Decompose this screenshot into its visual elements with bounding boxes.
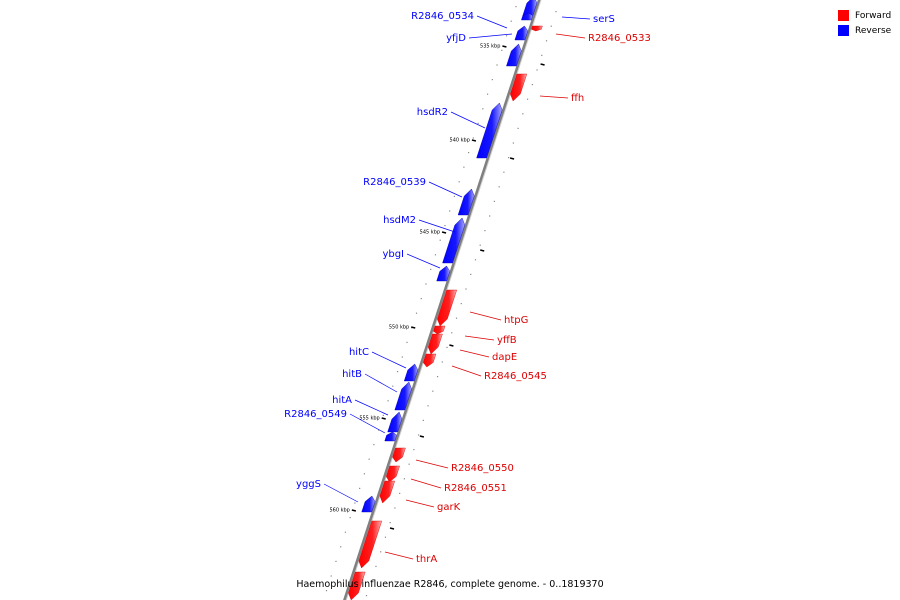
svg-text:ybgI: ybgI — [382, 249, 404, 260]
svg-text:R2846_0545: R2846_0545 — [484, 371, 547, 382]
gene-label-hitA: hitA — [332, 395, 389, 416]
gene-label-hsdR2: hsdR2 — [417, 107, 486, 129]
gene-arrow-yggS — [361, 495, 376, 513]
gene-arrow-htpG — [437, 289, 458, 327]
svg-text:hitC: hitC — [349, 347, 369, 358]
gene-arrow-thrA-part — [348, 571, 366, 600]
svg-text:serS: serS — [593, 14, 615, 25]
scale-tick-label: 545 kbp — [420, 230, 440, 236]
scale-tick-label: 555 kbp — [359, 416, 379, 422]
gene-label-R2846_0545: R2846_0545 — [451, 365, 547, 382]
svg-text:hitB: hitB — [342, 369, 362, 380]
gene-arrow-R2846_0549 — [384, 431, 397, 442]
gene-label-R2846_0533: R2846_0533 — [555, 33, 651, 44]
svg-text:garK: garK — [437, 502, 461, 513]
gene-label-ybgI: ybgI — [382, 249, 441, 269]
gene-arrow-R2846_0533 — [531, 25, 543, 32]
scale-tick-label: 560 kbp — [329, 508, 349, 514]
gene-arrow-R2846_0539 — [457, 188, 475, 216]
gene-arrow-ffh — [510, 73, 528, 102]
legend-reverse: Reverse — [838, 23, 891, 38]
gene-label-dapE: dapE — [459, 349, 517, 363]
scale-ticks: 535 kbp 540 kbp 545 kbp 550 kbp 555 kbp 560 k… — [329, 44, 545, 530]
gene-arrow-ybgI — [436, 265, 451, 282]
minor-tick-dots — [325, 6, 557, 597]
reverse-label: Reverse — [855, 25, 892, 36]
svg-text:R2846_0533: R2846_0533 — [588, 33, 651, 44]
gene-arrow-R2846_0550 — [392, 447, 406, 463]
svg-text:yffB: yffB — [497, 335, 517, 346]
svg-text:R2846_0534: R2846_0534 — [411, 11, 474, 22]
svg-text:thrA: thrA — [416, 554, 437, 565]
gene-label-hitB: hitB — [342, 369, 398, 393]
genes: R2846_0534 serS R2846_0533 yfjD ffh hsdR2 R284… — [284, 0, 651, 600]
gene-label-thrA: thrA — [384, 551, 437, 565]
gene-label-garK: garK — [405, 499, 461, 513]
map-caption: Haemophilus influenzae R2846, complete g… — [296, 579, 604, 590]
svg-text:htpG: htpG — [504, 315, 528, 326]
legend-forward: Forward — [838, 8, 891, 23]
scale-tick-label: 535 kbp — [480, 44, 500, 50]
forward-swatch — [838, 10, 849, 21]
gene-arrow-dapE — [428, 333, 443, 355]
gene-arrow-R2846_0551 — [386, 465, 400, 483]
gene-arrow-thrA — [358, 520, 383, 569]
gene-label-htpG: htpG — [469, 311, 528, 326]
scale-tick-label: 540 kbp — [450, 138, 470, 144]
gene-label-ffh: ffh — [539, 93, 584, 104]
svg-text:yggS: yggS — [296, 479, 321, 490]
svg-text:R2846_0539: R2846_0539 — [363, 177, 426, 188]
svg-text:R2846_0549: R2846_0549 — [284, 409, 347, 420]
reverse-swatch — [838, 25, 849, 36]
gene-label-R2846_0539: R2846_0539 — [363, 177, 463, 198]
gene-arrow-serS — [521, 12, 534, 21]
svg-text:ffh: ffh — [571, 93, 584, 104]
svg-text:R2846_0550: R2846_0550 — [451, 463, 514, 474]
gene-label-R2846_0534: R2846_0534 — [411, 11, 508, 29]
gene-label-R2846_0549: R2846_0549 — [284, 409, 386, 434]
gene-label-R2846_0550: R2846_0550 — [415, 459, 514, 474]
gene-label-hitC: hitC — [349, 347, 407, 369]
scale-tick-label: 550 kbp — [389, 325, 409, 331]
gene-arrow-hsdR2 — [476, 102, 503, 159]
gene-label-yffB: yffB — [464, 335, 517, 346]
svg-text:hsdM2: hsdM2 — [383, 215, 416, 226]
svg-text:hitA: hitA — [332, 395, 352, 406]
gene-label-hsdM2: hsdM2 — [383, 215, 456, 233]
gene-label-yggS: yggS — [296, 479, 359, 503]
gene-label-R2846_0551: R2846_0551 — [410, 478, 507, 494]
svg-text:hsdR2: hsdR2 — [417, 107, 448, 118]
gene-arrow-yfjD-part — [506, 43, 522, 67]
gene-arrow-hsdM2 — [442, 217, 466, 264]
gene-arrow-hitC — [403, 363, 419, 382]
genome-backbone — [343, 0, 541, 600]
forward-label: Forward — [855, 10, 892, 21]
gene-arrow-hitB — [394, 381, 412, 411]
gene-arrow-R2846_0545 — [423, 353, 437, 368]
svg-text:R2846_0551: R2846_0551 — [444, 483, 507, 494]
svg-text:yfjD: yfjD — [446, 33, 466, 44]
gene-arrow-garK — [379, 480, 396, 504]
gene-label-serS: serS — [561, 14, 615, 25]
legend: Forward Reverse — [838, 8, 891, 38]
svg-text:dapE: dapE — [492, 352, 517, 363]
gene-arrow-yffB — [433, 325, 446, 335]
gene-label-yfjD: yfjD — [446, 33, 513, 44]
gene-arrow-yfjD — [514, 25, 529, 41]
